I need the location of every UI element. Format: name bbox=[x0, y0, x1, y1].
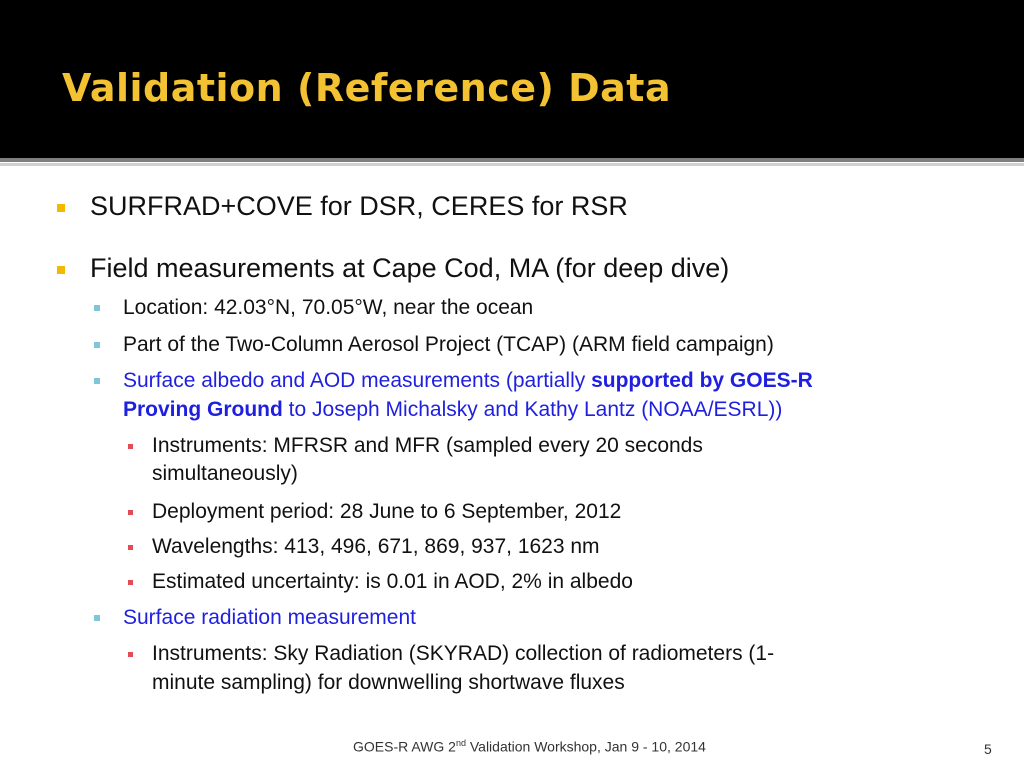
sub-sub-bullet-icon bbox=[128, 545, 133, 550]
bullet-uncertainty: Estimated uncertainty: is 0.01 in AOD, 2… bbox=[152, 570, 633, 593]
footer-text: GOES-R AWG 2nd Validation Workshop, Jan … bbox=[353, 738, 706, 755]
sub-bullet-icon bbox=[94, 305, 100, 311]
bullet-instruments: Instruments: MFRSR and MFR (sampled ever… bbox=[152, 434, 703, 457]
sub-sub-bullet-icon bbox=[128, 444, 133, 449]
bullet-field-measurements: Field measurements at Cape Cod, MA (for … bbox=[90, 253, 730, 283]
slide-title: Validation (Reference) Data bbox=[62, 66, 672, 110]
bullet-square-icon bbox=[57, 266, 65, 274]
bullet-deployment: Deployment period: 28 June to 6 Septembe… bbox=[152, 500, 622, 523]
sub-sub-bullet-icon bbox=[128, 652, 133, 657]
title-bar bbox=[0, 0, 1024, 158]
bullet-square-icon bbox=[57, 204, 65, 212]
bullet-albedo-aod-cont: Proving Ground to Joseph Michalsky and K… bbox=[123, 398, 783, 421]
sub-bullet-icon bbox=[94, 342, 100, 348]
sub-bullet-icon bbox=[94, 378, 100, 384]
bullet-surfrad: SURFRAD+COVE for DSR, CERES for RSR bbox=[90, 191, 628, 221]
bullet-location: Location: 42.03°N, 70.05°W, near the oce… bbox=[123, 296, 534, 319]
bullet-wavelengths: Wavelengths: 413, 496, 671, 869, 937, 16… bbox=[152, 535, 600, 558]
bullet-tcap: Part of the Two-Column Aerosol Project (… bbox=[123, 333, 774, 356]
bullet-instruments-cont: simultaneously) bbox=[152, 462, 298, 485]
title-divider bbox=[0, 158, 1024, 162]
bullet-albedo-aod: Surface albedo and AOD measurements (par… bbox=[123, 369, 813, 392]
sub-sub-bullet-icon bbox=[128, 580, 133, 585]
page-number: 5 bbox=[984, 741, 992, 757]
bullet-skyrad-cont: minute sampling) for downwelling shortwa… bbox=[152, 671, 625, 694]
bullet-skyrad: Instruments: Sky Radiation (SKYRAD) coll… bbox=[152, 642, 775, 665]
title-divider-light bbox=[0, 163, 1024, 166]
bullet-surface-radiation: Surface radiation measurement bbox=[123, 606, 416, 629]
sub-sub-bullet-icon bbox=[128, 510, 133, 515]
sub-bullet-icon bbox=[94, 615, 100, 621]
